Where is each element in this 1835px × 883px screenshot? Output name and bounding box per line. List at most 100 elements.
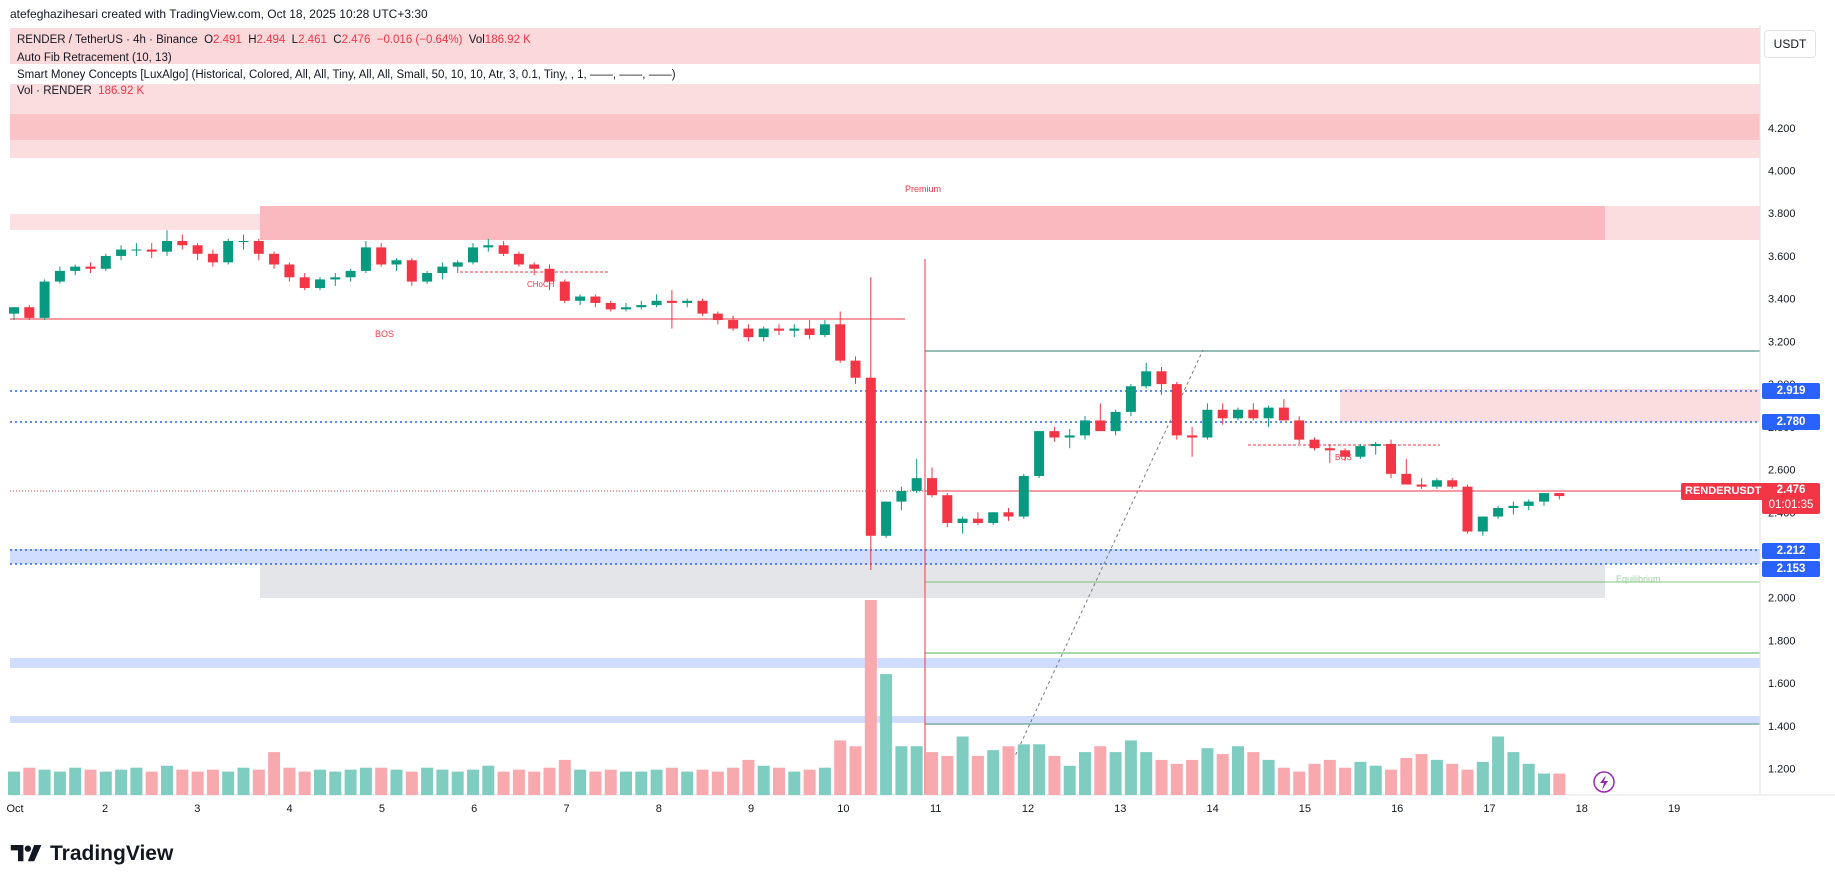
- candle-body: [513, 253, 524, 265]
- candle-body: [743, 328, 754, 338]
- candle-body: [422, 273, 433, 282]
- volume-bar: [665, 767, 678, 795]
- indicator-fib-legend[interactable]: Auto Fib Retracement (10, 13): [17, 52, 172, 64]
- volume-bar: [1553, 773, 1566, 795]
- candle-body: [942, 495, 953, 523]
- volume-bar: [971, 756, 984, 795]
- tradingview-logo[interactable]: TradingView: [10, 842, 173, 866]
- candle-body: [682, 300, 693, 303]
- volume-bar: [451, 771, 464, 795]
- date-tick-label: Oct: [6, 803, 23, 815]
- fib-2153-badge: 2.153: [1762, 561, 1820, 577]
- symbol-legend[interactable]: RENDER / TetherUS · 4h · Binance O2.491 …: [17, 34, 531, 46]
- volume-bar: [1094, 746, 1107, 795]
- volume-bar: [314, 769, 326, 795]
- candle-body: [437, 266, 448, 274]
- candle-body: [1156, 371, 1167, 385]
- volume-bar: [375, 767, 388, 795]
- premium-zone-ext: [1605, 206, 1760, 240]
- volume-bar: [1476, 761, 1489, 795]
- brand-name: TradingView: [50, 842, 174, 865]
- indicator-smc-legend[interactable]: Smart Money Concepts [LuxAlgo] (Historic…: [17, 69, 676, 81]
- volume-bar: [23, 767, 36, 795]
- candle-body: [529, 264, 540, 269]
- choch-label: CHoCH: [527, 280, 555, 289]
- price-axis: 4.2004.0003.8003.6003.4003.2003.0002.800…: [1768, 123, 1796, 776]
- bos-label-1: BOS: [375, 329, 395, 339]
- candle-body: [1370, 443, 1381, 447]
- date-tick-label: 9: [748, 803, 754, 815]
- candle-body: [1508, 505, 1519, 509]
- lightning-icon[interactable]: [1593, 771, 1615, 793]
- supply-zone: [1340, 389, 1760, 422]
- candle-body: [651, 300, 662, 306]
- candle-body: [24, 307, 35, 318]
- volume-bar: [1308, 763, 1321, 795]
- volume-bar: [941, 756, 954, 795]
- volume-legend[interactable]: Vol · RENDER 186.92 K: [17, 85, 144, 97]
- volume-bar: [910, 746, 923, 795]
- currency-selector[interactable]: USDT: [1764, 30, 1816, 58]
- volume-bar: [773, 767, 785, 795]
- volume-bar: [604, 769, 617, 795]
- candle-body: [315, 279, 325, 288]
- candle-body: [605, 302, 616, 310]
- vol-value: 186.92 K: [484, 34, 531, 46]
- volume-bar: [1079, 752, 1091, 795]
- volume-bar: [38, 769, 51, 795]
- volume-bar: [1155, 759, 1168, 795]
- candle-body: [1309, 439, 1320, 449]
- volume-bar: [1538, 773, 1550, 795]
- candle-body: [758, 328, 769, 338]
- candle-body: [804, 328, 815, 335]
- volume-bar: [558, 759, 571, 795]
- candle-body: [666, 300, 677, 303]
- candle-body: [9, 307, 19, 314]
- resistance-zone-left: [10, 214, 260, 230]
- volume-bar: [880, 674, 893, 795]
- date-tick-label: 11: [930, 803, 941, 815]
- symbol-name: RENDER / TetherUS · 4h · Binance: [17, 34, 198, 46]
- candle-body: [116, 249, 127, 256]
- volume-bar: [99, 771, 112, 795]
- candle-body: [896, 490, 907, 502]
- volume-bar: [1461, 769, 1474, 795]
- fib-2780-badge: 2.780: [1762, 414, 1820, 430]
- date-tick-label: 14: [1206, 803, 1218, 815]
- candle-body: [575, 296, 586, 301]
- equilibrium-label: Equilibrium: [1616, 574, 1661, 584]
- date-tick-label: 15: [1299, 803, 1311, 815]
- candle-body: [1477, 516, 1488, 532]
- volume-bar: [650, 769, 663, 795]
- volume-bar: [1216, 754, 1229, 795]
- candle-body: [192, 245, 203, 254]
- low-value: 2.461: [298, 34, 327, 46]
- candle-body: [1355, 446, 1366, 457]
- last-price-badge: 2.476 01:01:35: [1762, 483, 1820, 514]
- price-tick-label: 3.200: [1768, 336, 1796, 348]
- price-tick-label: 2.000: [1768, 593, 1796, 605]
- candle-body: [1431, 480, 1442, 487]
- volume-bar: [711, 771, 724, 795]
- candle-body: [1386, 443, 1396, 474]
- premium-zone: [260, 206, 1605, 240]
- volume-bar: [1323, 759, 1336, 795]
- candle-body: [911, 478, 922, 491]
- volume-bar: [191, 771, 204, 795]
- volume-bar: [283, 767, 296, 795]
- volume-bar: [130, 767, 143, 795]
- candle-body: [1263, 407, 1274, 419]
- open-value: 2.491: [213, 34, 242, 46]
- volume-bar: [1247, 752, 1260, 795]
- candle-body: [1080, 420, 1090, 436]
- candle-body: [39, 281, 50, 318]
- date-tick-label: 6: [471, 803, 477, 815]
- volume-bar: [696, 769, 709, 795]
- volume-bar: [895, 746, 908, 795]
- fib-trend-line: [1002, 349, 1204, 783]
- candle-body: [1539, 493, 1549, 502]
- change-value: −0.016 (−0.64%): [376, 34, 463, 46]
- volume-bar: [1140, 752, 1153, 795]
- volume-bar: [1400, 757, 1413, 795]
